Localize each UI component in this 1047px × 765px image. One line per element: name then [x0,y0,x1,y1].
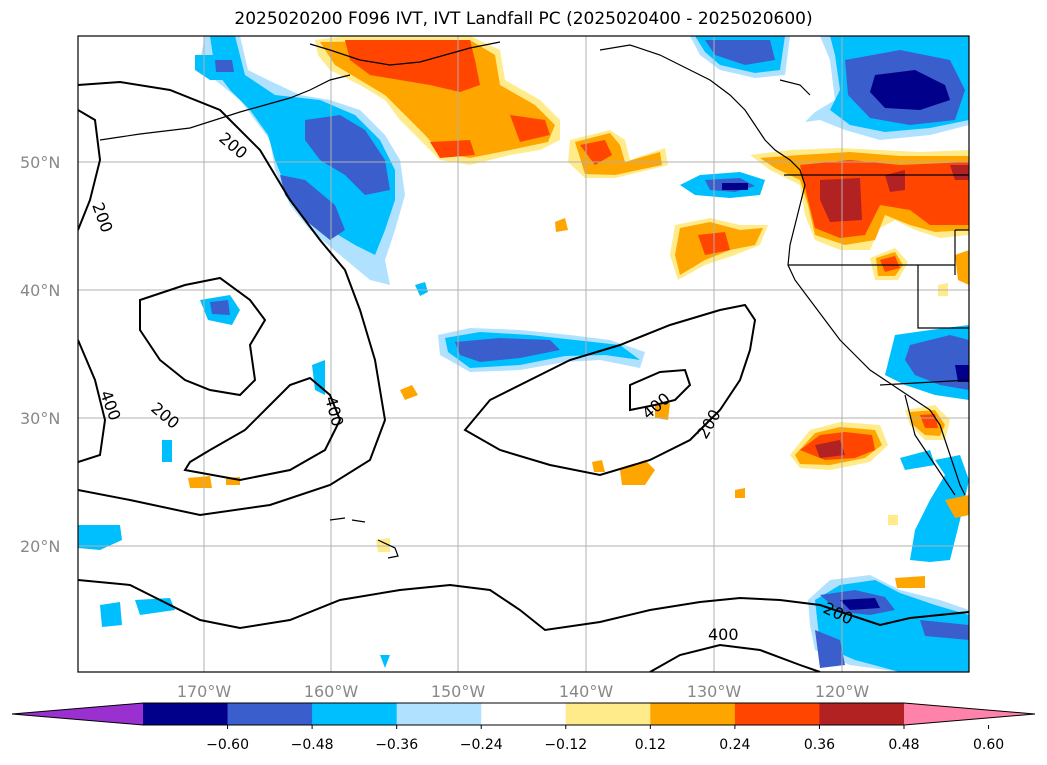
colorbar-segment [734,703,820,725]
lat-label-20n: 20°N [20,537,60,556]
lon-label-130w: 130°W [687,682,742,701]
colorbar-tick-label: 0.48 [888,737,919,753]
colorbar-tick-label: −0.36 [375,737,418,753]
lat-label-50n: 50°N [20,153,60,172]
colorbar-extend-min [12,703,143,725]
contour-label: 400 [708,625,739,644]
lon-label-170w: 170°W [177,682,232,701]
map-title: 2025020200 F096 IVT, IVT Landfall PC (20… [234,9,813,29]
negative-pc-fill [78,36,969,672]
lon-label-160w: 160°W [304,682,359,701]
colorbar-segment [650,703,736,725]
longitude-labels: 170°W 160°W 150°W 140°W 130°W 120°W [177,682,870,701]
colorbar-outline [11,702,1036,726]
colorbar-tick-label: −0.48 [291,737,334,753]
colorbar-tick-label: 0.24 [719,737,750,753]
graticule [78,36,969,672]
colorbar: −0.60 −0.48 −0.36 −0.24 −0.12 0.12 0.24 0.36 0.4… [11,702,1036,753]
colorbar-extend-max [904,703,1035,725]
lat-label-40n: 40°N [20,281,60,300]
colorbar-tick-label: −0.24 [460,737,503,753]
colorbar-tick-label: −0.60 [206,737,249,753]
map-layers [78,36,969,672]
colorbar-segment [396,703,482,725]
positive-pc-fill [188,36,969,588]
lon-label-120w: 120°W [815,682,870,701]
colorbar-segment [819,703,905,725]
colorbar-tick-label: 0.60 [973,737,1004,753]
lon-label-150w: 150°W [431,682,486,701]
colorbar-tick-label: 0.12 [635,737,666,753]
lat-label-30n: 30°N [20,409,60,428]
colorbar-segment [481,703,567,725]
map-frame [77,35,970,673]
colorbar-segment [227,703,313,725]
colorbar-segment [312,703,398,725]
latitude-labels: 50°N 40°N 30°N 20°N [20,153,60,556]
colorbar-tick-label: 0.36 [804,737,835,753]
lon-label-140w: 140°W [559,682,614,701]
colorbar-segment [143,703,229,725]
coastlines [99,41,969,559]
colorbar-tick-label: −0.12 [544,737,587,753]
colorbar-segment [565,703,651,725]
ivt-contours [78,80,969,672]
